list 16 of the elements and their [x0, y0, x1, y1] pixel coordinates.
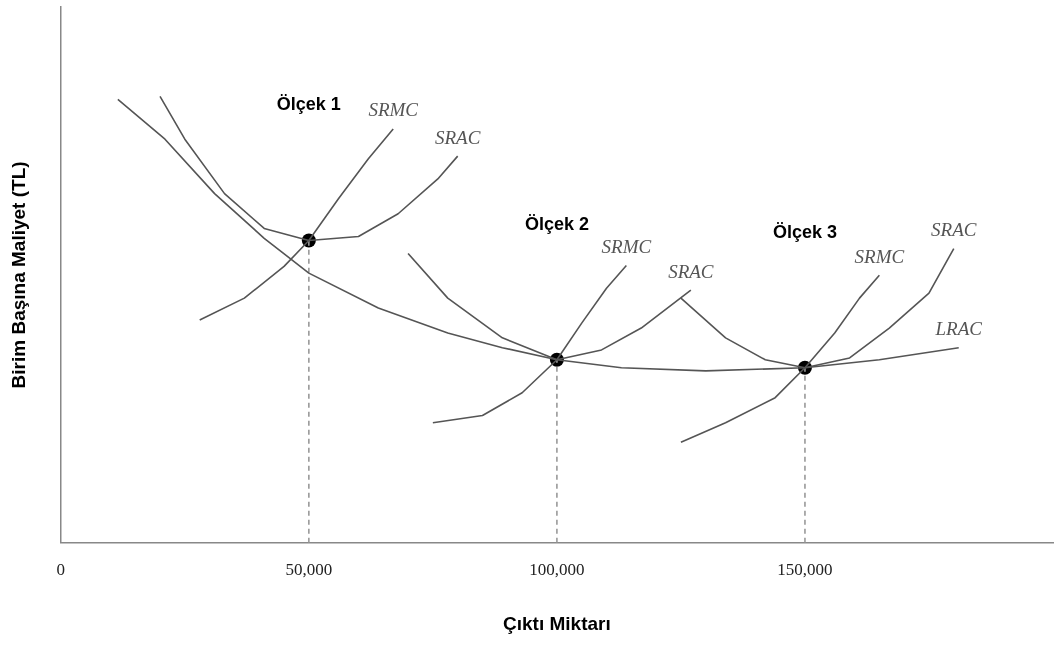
- series-label: SRAC: [931, 219, 977, 241]
- series-label: SRMC: [601, 236, 652, 258]
- series-label: SRMC: [854, 245, 905, 267]
- x-tick-label: 150,000: [777, 560, 833, 580]
- annotation: Ölçek 1: [276, 94, 341, 115]
- x-tick-label: 100,000: [529, 560, 585, 580]
- annotation: Ölçek 2: [524, 213, 589, 234]
- x-axis-title: Çıktı Miktarı: [503, 612, 611, 634]
- x-tick-label: 50,000: [285, 560, 333, 580]
- series-label: SRAC: [434, 126, 481, 148]
- series-label: SRMC: [368, 99, 419, 121]
- x-tick-label: 0: [56, 560, 66, 580]
- annotation: Ölçek 3: [772, 221, 837, 242]
- y-axis-title: Birim Başına Maliyet (TL): [7, 161, 29, 389]
- series-label: LRAC: [934, 318, 983, 340]
- series-label: SRAC: [668, 260, 714, 282]
